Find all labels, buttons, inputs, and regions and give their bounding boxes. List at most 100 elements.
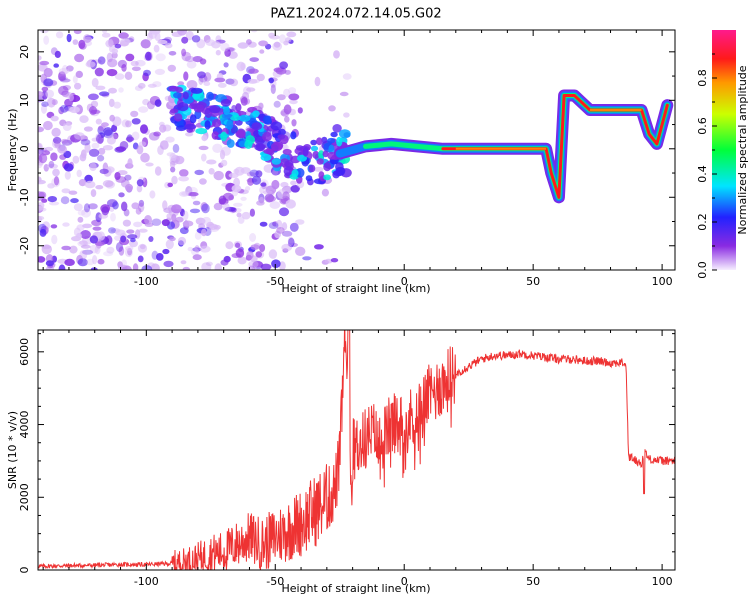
spectral-noise-blob xyxy=(124,174,132,181)
spectral-noise-blob xyxy=(206,159,217,165)
x-tick-label: -50 xyxy=(266,275,284,288)
ridge-blob xyxy=(196,104,205,112)
spectral-noise-blob xyxy=(89,235,99,244)
spectral-noise-blob xyxy=(249,169,259,177)
ridge-blob xyxy=(177,102,189,112)
snr-xlabel: Height of straight line (km) xyxy=(281,582,430,595)
spectral-noise-blob xyxy=(295,219,305,225)
spectral-noise-blob xyxy=(138,106,149,113)
x-tick-label: -100 xyxy=(134,275,159,288)
spectral-noise-blob xyxy=(113,132,119,140)
spectral-noise-blob xyxy=(89,162,97,172)
spectral-noise-blob xyxy=(258,102,264,110)
ridge-blob xyxy=(220,131,228,142)
ridge-blob xyxy=(308,164,316,173)
ridge-blob xyxy=(235,103,242,112)
spectral-noise-blob xyxy=(70,198,79,204)
spectral-noise-blob xyxy=(135,59,146,67)
ridge-blob xyxy=(302,147,309,157)
spectral-noise-blob xyxy=(283,104,292,115)
spectral-noise-blob xyxy=(149,190,156,199)
spectral-noise-blob xyxy=(162,200,168,211)
x-tick-label: 100 xyxy=(652,575,673,588)
spectral-noise-blob xyxy=(191,35,201,43)
spectral-noise-blob xyxy=(47,97,56,108)
spectral-noise-blob xyxy=(255,170,263,178)
spectral-noise-blob xyxy=(192,254,202,261)
spectral-noise-blob xyxy=(111,52,118,59)
spectral-noise-blob xyxy=(115,229,126,236)
spectral-noise-blob xyxy=(273,41,281,48)
spectral-noise-blob xyxy=(288,87,297,95)
spectral-noise-blob xyxy=(181,48,187,57)
spectral-noise-blob xyxy=(259,49,265,54)
spectral-noise-blob xyxy=(162,248,170,255)
spectral-noise-blob xyxy=(136,179,144,187)
snr-axes: -100 -50 0 50 100 0 2000 4000 6000 xyxy=(18,330,675,588)
spectral-noise-blob xyxy=(66,65,74,72)
spectral-noise-blob xyxy=(97,231,106,241)
ridge-blob xyxy=(212,118,222,128)
spectral-noise-blob xyxy=(229,78,239,87)
spectral-noise-blob xyxy=(85,61,96,68)
ridge-blob xyxy=(316,158,324,165)
spectral-noise-blob xyxy=(43,120,53,131)
ridge-blob xyxy=(221,113,232,119)
spectral-noise-blob xyxy=(50,224,58,229)
spectral-noise-blob xyxy=(235,248,245,258)
spectral-noise-blob xyxy=(73,203,83,212)
spectral-noise-blob xyxy=(87,93,99,101)
colorbar-gradient xyxy=(712,30,736,270)
spectral-noise-blob xyxy=(161,219,170,227)
spectral-noise-blob xyxy=(115,73,125,80)
spectral-noise-blob xyxy=(114,172,121,180)
spectral-noise-blob xyxy=(83,34,92,44)
spectral-noise-blob xyxy=(43,35,50,45)
spectral-noise-blob xyxy=(45,260,55,267)
spectral-noise-blob xyxy=(121,265,132,270)
ridge-blob xyxy=(295,145,304,151)
spectral-noise-blob xyxy=(222,202,230,212)
spectral-noise-blob xyxy=(125,246,134,251)
spectral-noise-blob xyxy=(47,97,53,106)
spectral-noise-blob xyxy=(69,245,78,254)
spectral-noise-blob xyxy=(251,175,262,185)
spectral-noise-blob xyxy=(130,60,139,67)
spectral-noise-blob xyxy=(111,133,118,140)
spectral-noise-blob xyxy=(290,180,297,186)
ridge-blob xyxy=(284,160,294,168)
spectral-noise-blob xyxy=(38,215,45,221)
y-tick-label: -10 xyxy=(18,188,31,206)
x-tick-label: -50 xyxy=(266,575,284,588)
spectral-noise-blob xyxy=(79,240,88,245)
spectral-noise-blob xyxy=(118,87,124,93)
spectral-noise-blob xyxy=(90,267,98,270)
ridge-blob xyxy=(206,91,214,101)
ridge-blob xyxy=(173,92,182,99)
spectral-noise-blob xyxy=(60,196,70,205)
spectral-noise-blob xyxy=(205,261,213,266)
spectral-noise-blob xyxy=(219,149,226,160)
y-tick-label: -20 xyxy=(18,237,31,255)
spectral-noise-blob xyxy=(283,88,291,97)
spectral-noise-blob xyxy=(185,132,194,137)
spectral-noise-blob xyxy=(237,42,249,49)
spectral-noise-blob xyxy=(201,135,208,142)
spectral-noise-blob xyxy=(106,246,115,254)
spectral-noise-blob xyxy=(38,91,44,98)
spectral-noise-blob xyxy=(155,53,166,62)
spectral-noise-blob xyxy=(248,68,259,74)
spectral-noise-blob xyxy=(178,175,190,182)
spectral-noise-blob xyxy=(98,147,106,155)
spectral-noise-blob xyxy=(194,169,204,176)
spectral-noise-blob xyxy=(127,234,138,240)
spectral-noise-blob xyxy=(62,122,72,131)
ridge-blob xyxy=(318,171,325,180)
spectral-noise-blob xyxy=(38,55,42,61)
spectral-noise-blob xyxy=(102,145,113,151)
ridge-blob xyxy=(270,121,283,131)
spectral-noise-blob xyxy=(343,112,350,118)
spectral-noise-blob xyxy=(201,228,207,237)
